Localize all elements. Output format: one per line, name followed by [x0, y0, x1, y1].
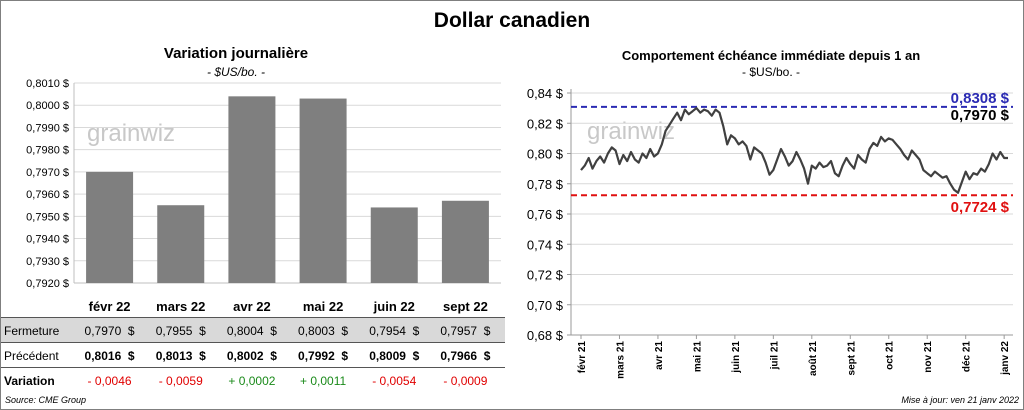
x-tick-label: févr 22 — [89, 299, 131, 314]
row-label: Variation — [4, 374, 55, 388]
x-tick-label: nov 21 — [923, 341, 934, 373]
x-tick-label: sept 21 — [846, 341, 857, 376]
y-tick-label: 0,74 $ — [527, 237, 564, 252]
low-label: 0,7724 $ — [951, 199, 1010, 216]
y-tick-label: 0,7980 $ — [26, 145, 69, 157]
x-tick-label: févr 21 — [577, 341, 588, 374]
y-tick-label: 0,78 $ — [527, 177, 564, 192]
table-row: Variation - 0,0046 - 0,0059 + 0,0002 + 0,001… — [1, 369, 501, 393]
row-label: Précédent — [4, 349, 59, 363]
table-cell: 0,8003 $ — [298, 324, 349, 338]
y-tick-label: 0,7930 $ — [26, 256, 69, 268]
y-tick-label: 0,68 $ — [527, 328, 564, 343]
x-tick-label: déc 21 — [962, 341, 973, 373]
table-cell: - 0,0059 — [158, 374, 203, 388]
bar — [441, 200, 489, 283]
x-tick-label: sept 22 — [443, 299, 488, 314]
y-tick-label: 0,76 $ — [527, 207, 564, 222]
x-tick-label: juin 21 — [731, 341, 742, 374]
table-row-highlight — [1, 317, 505, 343]
table-cell: + 0,0011 — [300, 374, 347, 388]
bar — [299, 98, 347, 283]
x-tick-label: avr 22 — [233, 299, 271, 314]
y-tick-label: 0,7960 $ — [26, 189, 69, 201]
table-cell: - 0,0046 — [87, 374, 132, 388]
x-tick-label: mai 22 — [303, 299, 343, 314]
left-chart-title: Variation journalière — [163, 45, 309, 62]
table-cell: 0,7957 $ — [440, 324, 491, 338]
bar — [228, 96, 276, 283]
table-cell: - 0,0054 — [372, 374, 417, 388]
table-cell: 0,8004 $ — [226, 324, 277, 338]
watermark: grainwiz — [587, 118, 675, 145]
table-divider — [1, 367, 505, 368]
table-cell: + 0,0002 — [228, 374, 276, 388]
table-cell: 0,7955 $ — [155, 324, 206, 338]
source-note: Source: CME Group — [5, 395, 87, 405]
x-tick-label: juil 21 — [769, 341, 780, 371]
watermark: grainwiz — [87, 120, 175, 147]
table-cell: - 0,0009 — [443, 374, 488, 388]
left-chart-subtitle: - $US/bo. - — [206, 65, 266, 79]
row-label: Fermeture — [4, 324, 60, 338]
x-tick-label: mars 22 — [156, 299, 205, 314]
page-title: Dollar canadien — [433, 9, 591, 32]
table-cell: 0,7966 $ — [440, 349, 491, 363]
y-tick-label: 0,7990 $ — [26, 122, 69, 134]
table-cell: 0,8013 $ — [155, 349, 206, 363]
y-tick-label: 0,70 $ — [527, 298, 564, 313]
table-row: Précédent 0,8016 $ 0,8013 $ 0,8002 $ 0,7992 … — [1, 344, 501, 368]
bar — [370, 207, 418, 283]
table-cell: 0,7954 $ — [369, 324, 420, 338]
right-chart-title: Comportement échéance immédiate depuis 1… — [621, 48, 921, 63]
x-tick-label: janv 22 — [1000, 341, 1011, 376]
x-tick-label: août 21 — [808, 341, 819, 376]
bar-chart: grainwiz 0,7920 $ 0,7930 $ 0,7940 $ 0,7950 $… — [26, 78, 501, 314]
x-tick-label: juin 22 — [373, 299, 415, 314]
right-chart-subtitle: - $US/bo. - — [741, 65, 801, 79]
y-tick-label: 0,82 $ — [527, 116, 564, 131]
y-tick-label: 0,7950 $ — [26, 211, 69, 223]
high-label: 0,8308 $ — [951, 90, 1010, 107]
update-note: Mise à jour: ven 21 janv 2022 — [901, 395, 1019, 405]
table-cell: 0,7970 $ — [84, 324, 135, 338]
y-tick-label: 0,8010 $ — [26, 78, 69, 90]
y-tick-label: 0,72 $ — [527, 268, 564, 283]
table-row: Fermeture 0,7970 $ 0,7955 $ 0,8004 $ 0,8003 … — [1, 319, 501, 343]
x-tick-label: oct 21 — [885, 341, 896, 370]
bar — [157, 205, 205, 283]
table-cell: 0,8009 $ — [369, 349, 420, 363]
x-tick-label: mai 21 — [692, 341, 703, 373]
table-cell: 0,8002 $ — [226, 349, 277, 363]
table-cell: 0,8016 $ — [84, 349, 135, 363]
table-cell: 0,7992 $ — [298, 349, 349, 363]
y-tick-label: 0,7970 $ — [26, 167, 69, 179]
y-tick-label: 0,80 $ — [527, 147, 564, 162]
x-tick-label: avr 21 — [654, 341, 665, 370]
y-tick-label: 0,7940 $ — [26, 234, 69, 246]
line-chart: grainwiz 0,68 $ 0,70 $ 0,72 $ 0,74 $ 0,76 $ 0,… — [527, 86, 1013, 379]
series-line — [580, 106, 1008, 194]
y-tick-label: 0,8000 $ — [26, 100, 69, 112]
y-tick-label: 0,84 $ — [527, 86, 564, 101]
last-label: 0,7970 $ — [951, 107, 1010, 124]
y-tick-label: 0,7920 $ — [26, 278, 69, 290]
bar — [86, 171, 134, 283]
x-tick-label: mars 21 — [615, 341, 626, 379]
